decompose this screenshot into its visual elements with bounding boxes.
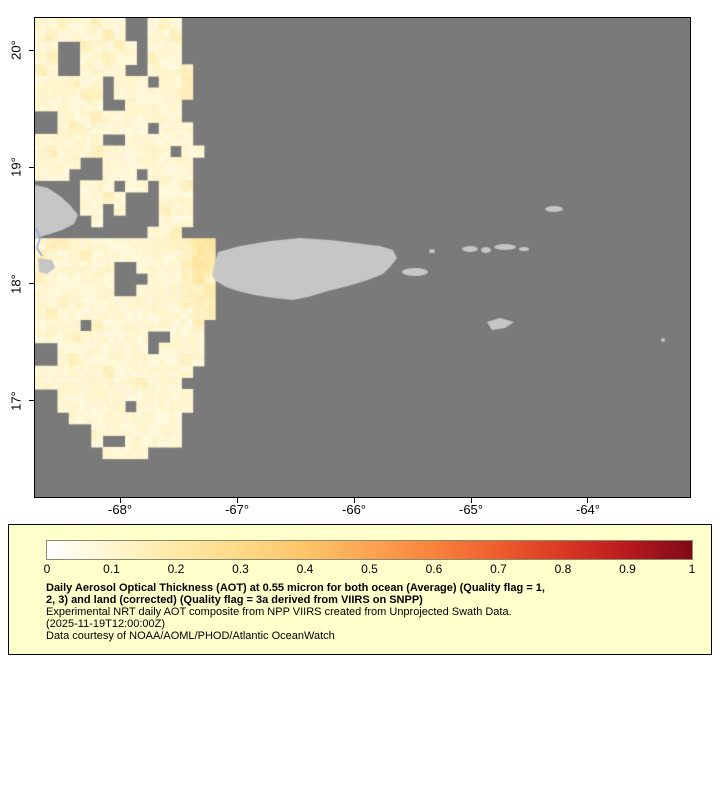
caption-title-line1: Daily Aerosol Optical Thickness (AOT) at… xyxy=(46,582,545,594)
lon-axis-label: -67° xyxy=(225,502,250,517)
lat-axis-label: 19° xyxy=(8,157,24,177)
lon-axis-tick xyxy=(119,498,121,503)
caption-description: Experimental NRT daily AOT composite fro… xyxy=(46,606,512,618)
colorbar-tick-label: 0.1 xyxy=(103,562,120,576)
colorbar-tick-label: 1 xyxy=(688,562,696,576)
colorbar-tick-label: 0.3 xyxy=(232,562,249,576)
lon-axis-tick xyxy=(236,498,238,503)
lon-axis-tick xyxy=(587,498,589,503)
lon-axis-label: -66° xyxy=(342,502,367,517)
lon-axis-label: -68° xyxy=(108,502,133,517)
map-plot-frame xyxy=(34,17,691,498)
lat-axis-tick xyxy=(29,166,34,168)
caption-timestamp: (2025-11-19T12:00:00Z) xyxy=(46,618,166,630)
lon-axis-tick xyxy=(353,498,355,503)
colorbar-tick-label: 0.9 xyxy=(619,562,636,576)
legend-caption: Daily Aerosol Optical Thickness (AOT) at… xyxy=(46,582,545,642)
lat-axis-tick xyxy=(29,400,34,402)
lat-axis-tick xyxy=(29,283,34,285)
colorbar-tick-label: 0.4 xyxy=(296,562,314,576)
colorbar-tick-label: 0.8 xyxy=(554,562,572,576)
caption-courtesy: Data courtesy of NOAA/AOML/PHOD/Atlantic… xyxy=(46,630,335,642)
lat-axis-tick xyxy=(29,49,34,51)
lat-axis-label: 20° xyxy=(8,40,24,60)
colorbar-tick-label: 0.6 xyxy=(425,562,443,576)
colorbar-tick-label: 0.2 xyxy=(167,562,185,576)
legend-panel: 0 0.1 0.2 0.3 0.4 0.5 0.6 0.7 0.8 0.9 1 Daily Aero… xyxy=(8,524,712,655)
aot-colorbar xyxy=(46,540,693,560)
lat-axis-label: 17° xyxy=(8,391,24,411)
lat-axis-label: 18° xyxy=(8,274,24,294)
lon-axis-tick xyxy=(470,498,472,503)
colorbar-tick-label: 0.7 xyxy=(490,562,507,576)
lon-axis-label: -65° xyxy=(459,502,483,517)
colorbar-tick-label: 0 xyxy=(43,562,51,576)
lon-axis-label: -64° xyxy=(575,502,600,517)
colorbar-tick-label: 0.5 xyxy=(361,562,378,576)
caption-title-line2: 2, 3) and land (corrected) (Quality flag… xyxy=(46,594,423,606)
aot-map-canvas xyxy=(35,18,690,497)
